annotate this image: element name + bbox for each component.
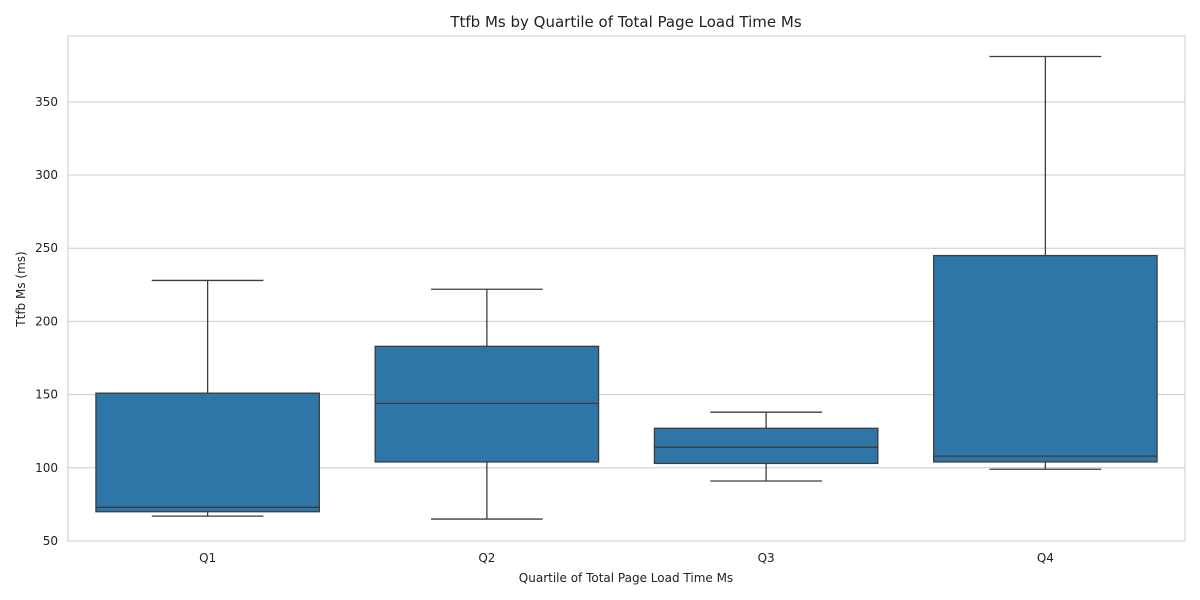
y-tick-label: 150 [35,388,58,402]
x-axis-ticks: Q1 Q2 Q3 Q4 [199,551,1054,565]
y-axis-ticks: 50 100 150 200 250 300 350 [35,95,58,548]
box-series [95,55,1158,520]
plot-frame [67,35,1186,542]
y-tick-label: 200 [35,314,58,328]
y-tick-label: 100 [35,461,58,475]
box-q3 [653,411,879,482]
y-tick-label: 250 [35,241,58,255]
x-axis-label: Quartile of Total Page Load Time Ms [519,571,733,585]
y-tick-label: 50 [43,534,58,548]
y-axis-label: Ttfb Ms (ms) [14,251,28,327]
iqr-box [95,392,320,513]
chart-title: Ttfb Ms by Quartile of Total Page Load T… [449,13,801,31]
iqr-box [653,427,879,465]
y-tick-label: 300 [35,168,58,182]
iqr-box [374,345,600,463]
box-q1 [95,279,320,517]
x-tick-label: Q1 [199,551,216,565]
x-tick-label: Q3 [758,551,775,565]
iqr-box [933,254,1158,463]
x-tick-label: Q2 [478,551,495,565]
y-tick-label: 350 [35,95,58,109]
box-q4 [933,55,1158,470]
box-q2 [374,288,600,520]
x-tick-label: Q4 [1037,551,1054,565]
